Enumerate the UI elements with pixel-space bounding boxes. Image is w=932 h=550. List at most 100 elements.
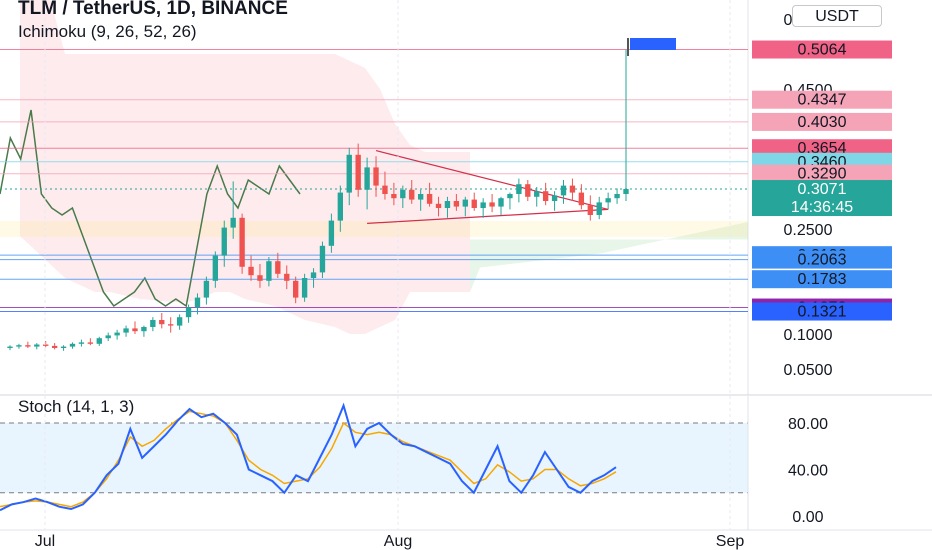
indicator-label[interactable]: Ichimoku (9, 26, 52, 26) — [18, 22, 197, 41]
candle — [176, 314, 183, 330]
candle-body — [212, 255, 219, 281]
stoch-band — [0, 423, 748, 493]
candle — [426, 182, 433, 207]
price-label-bg — [752, 164, 892, 183]
candle-body — [364, 167, 370, 190]
candle-body — [293, 280, 299, 298]
candle-body — [534, 191, 540, 197]
chart-title: TLM / TetherUS, 1D, BINANCE — [18, 0, 288, 19]
candle-body — [426, 194, 433, 204]
candle — [293, 276, 299, 304]
candle-body — [34, 344, 40, 347]
candle-body — [159, 320, 165, 325]
candle — [516, 178, 522, 203]
price-label-text: 0.2063 — [798, 252, 847, 269]
price-label-text: 0.1321 — [798, 304, 847, 321]
candle-body — [444, 201, 451, 208]
candle — [435, 196, 442, 217]
candle-body — [141, 327, 147, 332]
candle-body — [284, 273, 290, 281]
candle — [248, 255, 254, 281]
price-label-text: 0.5064 — [798, 42, 847, 59]
candle — [507, 192, 513, 210]
candle-body — [355, 154, 361, 190]
candle — [489, 194, 495, 213]
candle-body — [542, 191, 549, 201]
candle — [578, 184, 585, 210]
candle — [328, 213, 335, 253]
candle-body — [51, 345, 58, 348]
candle-body — [605, 198, 611, 203]
candle-body — [578, 192, 585, 206]
price-tick-label: 0.1000 — [784, 327, 833, 344]
candle-body — [168, 324, 174, 326]
candle — [623, 49, 629, 201]
price-label: 0.3290 — [752, 164, 892, 183]
current-price-countdown: 14:36:45 — [791, 199, 853, 216]
candle-body — [221, 227, 227, 256]
candle-body — [266, 261, 272, 281]
candle-body — [105, 335, 111, 339]
candle-body — [569, 185, 576, 193]
candle-body — [176, 317, 183, 326]
candle-body — [114, 332, 120, 336]
candle — [462, 196, 468, 217]
time-tick-label: Sep — [716, 533, 745, 550]
candle — [185, 304, 192, 323]
candle-body — [43, 344, 49, 346]
candle — [534, 187, 540, 207]
candle-body — [560, 185, 567, 196]
candle — [266, 257, 272, 287]
candle — [284, 265, 290, 290]
price-label-text: 0.4347 — [798, 92, 847, 109]
candle — [409, 180, 415, 204]
candle — [150, 317, 156, 332]
flag-icon — [630, 38, 676, 50]
stoch-tick-label: 80.00 — [788, 416, 828, 433]
price-label-bg — [752, 112, 892, 131]
candle-body — [516, 184, 522, 194]
candle-body — [87, 342, 94, 344]
candle-body — [391, 194, 397, 199]
candle-body — [194, 297, 201, 308]
chikou-span — [0, 109, 301, 308]
candle-body — [230, 217, 236, 228]
candle-body — [435, 203, 442, 208]
candle-body — [203, 280, 210, 298]
candle — [132, 321, 138, 334]
candle-body — [337, 192, 343, 221]
candle-body — [409, 189, 415, 200]
candle-body — [453, 201, 460, 207]
stoch-label[interactable]: Stoch (14, 1, 3) — [18, 397, 135, 416]
candle-body — [7, 346, 13, 348]
candle — [614, 188, 620, 204]
candle — [69, 342, 76, 349]
candlestick-series — [7, 49, 629, 351]
candle — [417, 189, 424, 211]
candle-body — [123, 328, 129, 333]
candle — [43, 341, 49, 348]
candle — [471, 192, 477, 211]
candle-body — [614, 194, 620, 199]
currency-selector[interactable]: USDT — [792, 5, 882, 27]
candle — [25, 341, 31, 348]
candle — [34, 343, 40, 350]
candle-body — [275, 261, 281, 274]
price-label-bg — [752, 250, 892, 269]
candle-body — [596, 202, 602, 215]
candle — [373, 156, 379, 197]
candle-body — [132, 328, 138, 332]
price-tick-label: 0.0500 — [784, 362, 833, 379]
candle — [346, 147, 352, 206]
candle — [596, 196, 602, 220]
current-price-value: 0.3071 — [798, 181, 847, 198]
candle-body — [69, 343, 76, 347]
candle-body — [248, 266, 254, 276]
candle-body — [16, 345, 22, 347]
candle-body — [623, 189, 629, 194]
flag-marker[interactable] — [627, 38, 676, 56]
candle — [444, 196, 451, 218]
candle — [605, 192, 611, 210]
candle — [203, 276, 210, 305]
candle — [587, 195, 593, 221]
